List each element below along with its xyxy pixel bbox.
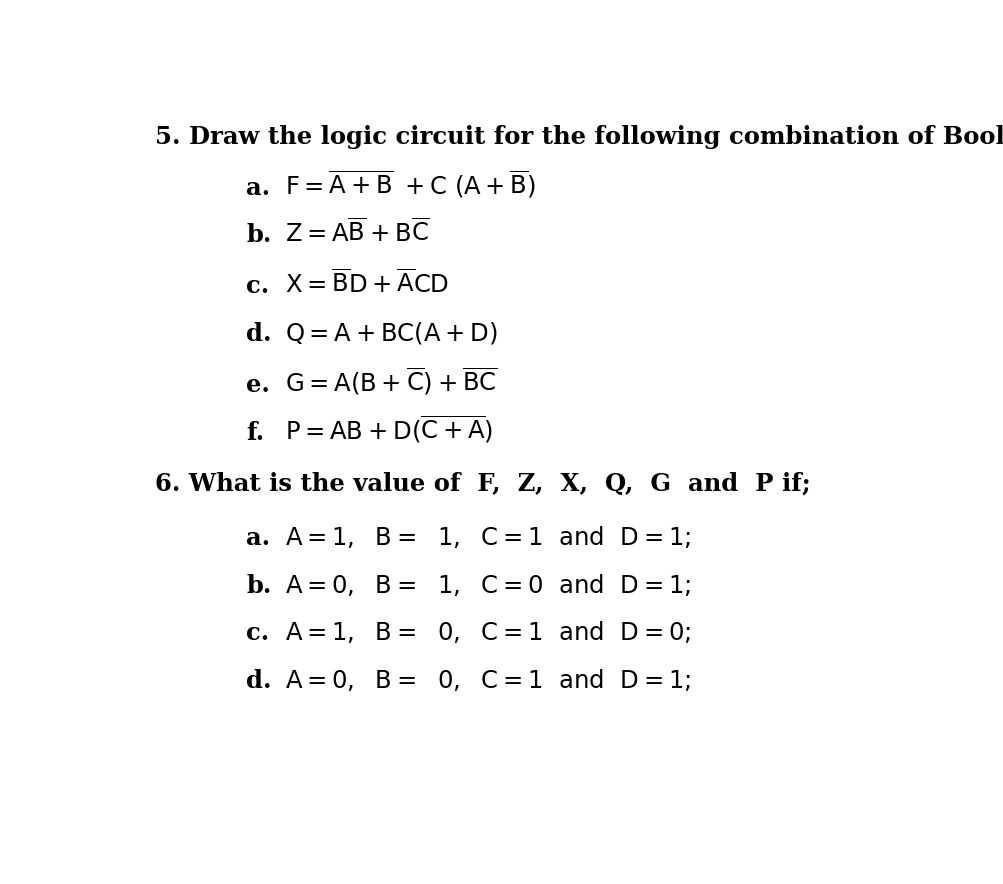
Text: $\mathrm{A = 0,\ \ B =\ \ 0,\ \ C = 1\ \ and\ \ D = 1;}$: $\mathrm{A = 0,\ \ B =\ \ 0,\ \ C = 1\ \… xyxy=(285,667,690,693)
Text: $\mathrm{X = \overline{B}D+\overline{A}CD}$: $\mathrm{X = \overline{B}D+\overline{A}C… xyxy=(285,271,448,298)
Text: c.: c. xyxy=(246,274,269,298)
Text: d.: d. xyxy=(246,669,272,693)
Text: $\mathrm{A = 0,\ \ B =\ \ 1,\ \ C = 0\ \ and\ \ D = 1;}$: $\mathrm{A = 0,\ \ B =\ \ 1,\ \ C = 0\ \… xyxy=(285,572,690,598)
Text: $\mathrm{F = \overline{A+B}\ +C\ (A+\overline{B})}$: $\mathrm{F = \overline{A+B}\ +C\ (A+\ove… xyxy=(285,169,536,200)
Text: $\mathrm{A = 1,\ \ B =\ \ 0,\ \ C = 1\ \ and\ \ D = 0;}$: $\mathrm{A = 1,\ \ B =\ \ 0,\ \ C = 1\ \… xyxy=(285,620,690,645)
Text: $\mathrm{A = 1,\ \ B =\ \ 1,\ \ C = 1\ \ and\ \ D = 1;}$: $\mathrm{A = 1,\ \ B =\ \ 1,\ \ C = 1\ \… xyxy=(285,524,690,550)
Text: b.: b. xyxy=(246,574,271,598)
Text: $\mathrm{P = AB+D(\overline{C+A})}$: $\mathrm{P = AB+D(\overline{C+A})}$ xyxy=(285,414,492,446)
Text: a.: a. xyxy=(246,176,270,200)
Text: $\mathrm{Q = A+BC(A+D)}$: $\mathrm{Q = A+BC(A+D)}$ xyxy=(285,320,497,347)
Text: d.: d. xyxy=(246,322,272,346)
Text: c.: c. xyxy=(246,621,269,645)
Text: 5. Draw the logic circuit for the following combination of Boolean functions:: 5. Draw the logic circuit for the follow… xyxy=(154,125,1003,149)
Text: b.: b. xyxy=(246,224,271,248)
Text: $\mathrm{G = A(B+\overline{C})+\overline{BC}}$: $\mathrm{G = A(B+\overline{C})+\overline… xyxy=(285,367,497,398)
Text: e.: e. xyxy=(246,373,270,397)
Text: a.: a. xyxy=(246,526,270,550)
Text: 6. What is the value of  F,  Z,  X,  Q,  G  and  P if;: 6. What is the value of F, Z, X, Q, G an… xyxy=(154,472,810,496)
Text: f.: f. xyxy=(246,421,264,445)
Text: $\mathrm{Z = A\overline{B}+B\overline{C}}$: $\mathrm{Z = A\overline{B}+B\overline{C}… xyxy=(285,219,429,248)
